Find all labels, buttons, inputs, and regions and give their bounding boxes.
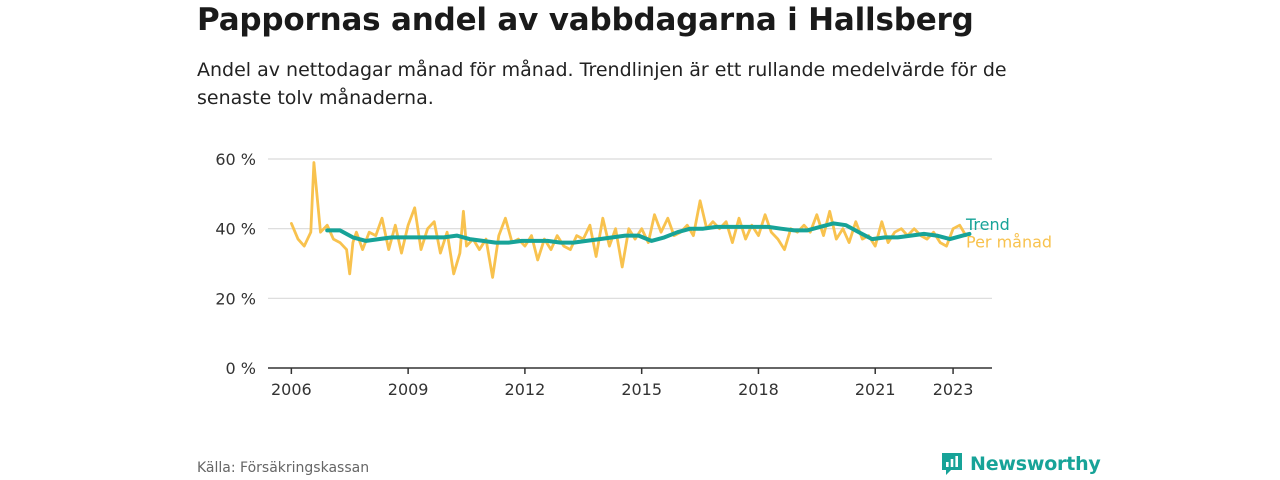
monthly-label: Per månad [966,233,1052,252]
brand-name: Newsworthy [970,453,1101,475]
source-note: Källa: Försäkringskassan [197,460,370,476]
x-tick-label: 2012 [505,380,546,399]
page-subtitle: Andel av nettodagar månad för månad. Tre… [197,59,1007,109]
y-tick-label: 60 % [215,150,256,169]
grid-lines [268,158,992,369]
x-axis-ticks: 2006 2009 2012 2015 2018 2021 2023 [271,368,973,399]
x-tick-label: 2018 [738,380,779,399]
newsworthy-logo-icon [942,453,962,475]
x-tick-label: 2021 [855,380,896,399]
y-tick-label: 20 % [215,289,256,308]
page-title: Pappornas andel av vabbdagarna i Hallsbe… [197,2,974,38]
y-tick-label: 0 % [226,359,256,378]
trend-line [325,221,972,245]
chart-series [289,161,972,279]
x-tick-label: 2009 [388,380,429,399]
x-tick-label: 2023 [933,380,974,399]
y-axis-ticks: 0 % 20 % 40 % 60 % [215,150,256,378]
x-tick-label: 2015 [621,380,662,399]
trend-label: Trend [965,215,1010,234]
x-tick-label: 2006 [271,380,312,399]
monthly-line [289,161,968,279]
brand: Newsworthy [940,451,1101,477]
y-tick-label: 40 % [215,220,256,239]
